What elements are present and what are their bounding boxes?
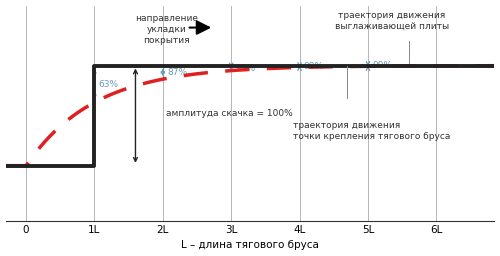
Text: 95%: 95% (236, 63, 256, 73)
Text: траектория движения
выглаживающей плиты: траектория движения выглаживающей плиты (335, 10, 449, 31)
Text: 99%: 99% (372, 61, 392, 70)
Text: амплитуда скачка = 100%: амплитуда скачка = 100% (166, 109, 293, 118)
Text: 63%: 63% (98, 80, 118, 89)
Text: траектория движения
точки крепления тягового бруса: траектория движения точки крепления тяго… (292, 121, 450, 141)
Text: 87%: 87% (167, 68, 187, 77)
X-axis label: L – длина тягового бруса: L – длина тягового бруса (181, 240, 319, 250)
Text: направление
укладки
покрытия: направление укладки покрытия (134, 14, 198, 45)
Text: 98%: 98% (304, 62, 324, 71)
